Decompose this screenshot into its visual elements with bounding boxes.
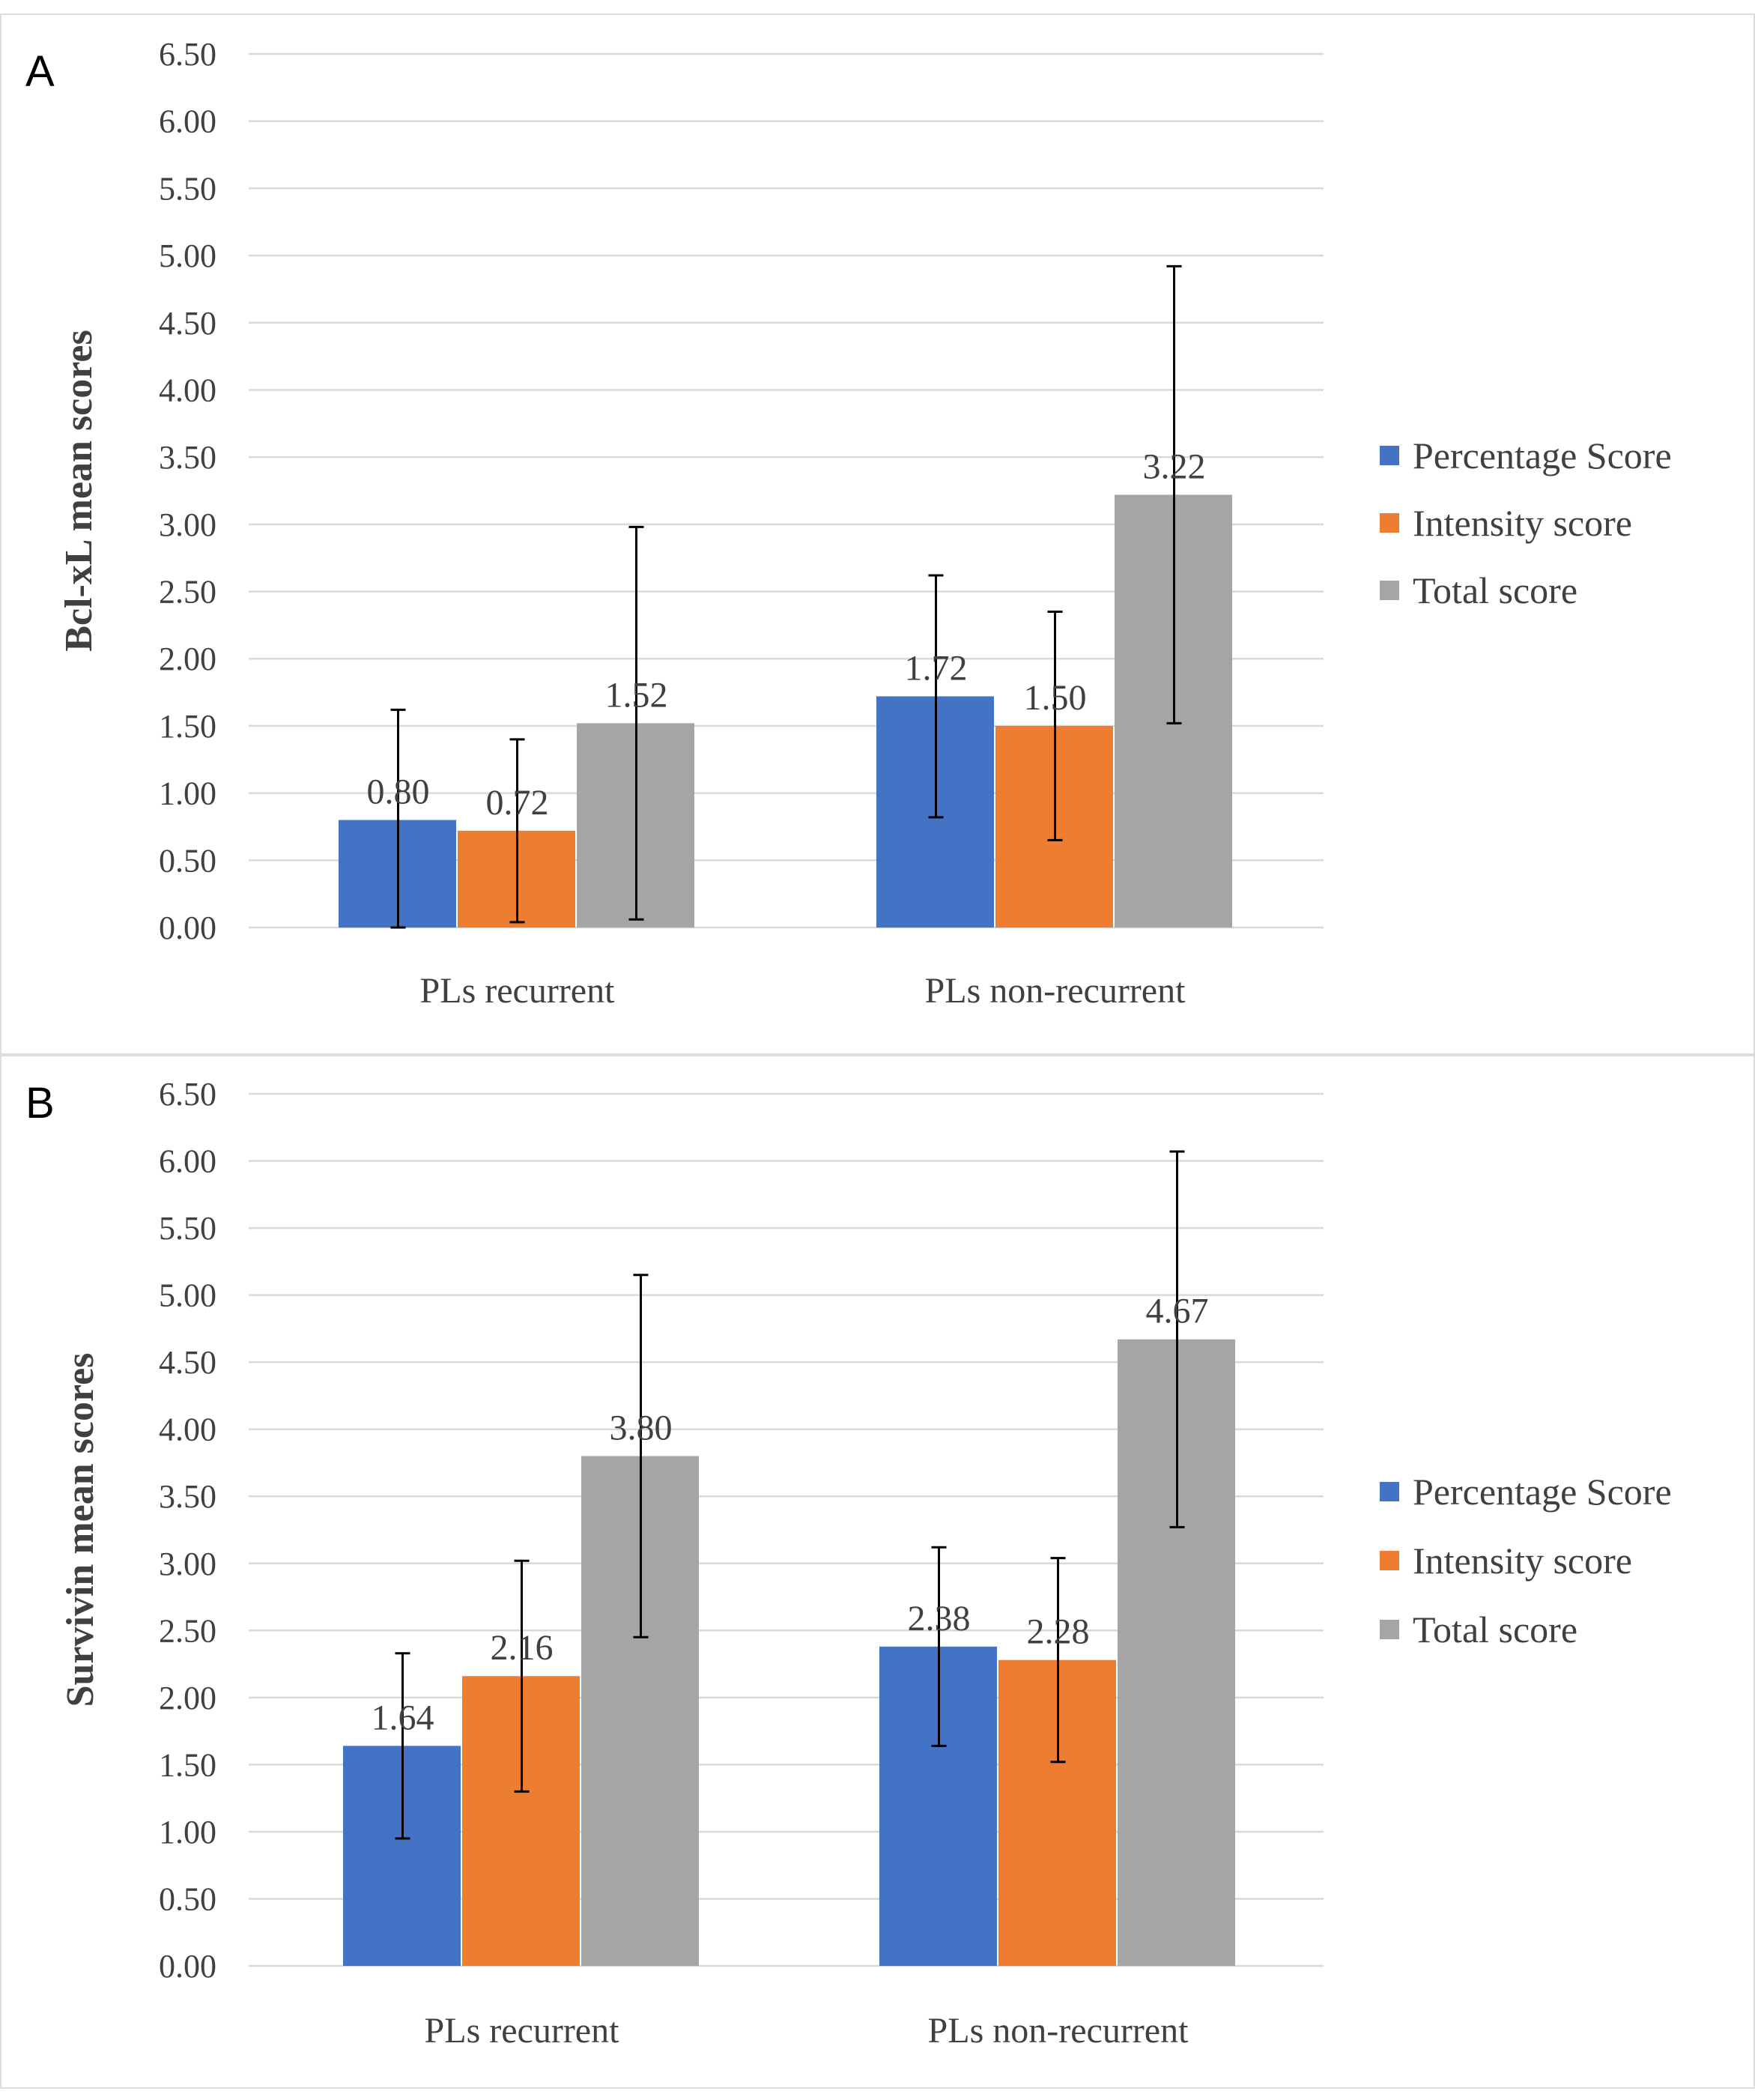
data-label: 0.72 (486, 783, 549, 823)
y-tick-label: 0.00 (159, 1948, 216, 1985)
y-tick-label: 6.50 (159, 1076, 216, 1113)
x-category-label: PLs recurrent (420, 971, 616, 1011)
y-tick-label: 0.50 (159, 1880, 216, 1917)
legend-label: Percentage Score (1413, 435, 1672, 476)
y-tick-label: 2.50 (159, 574, 216, 611)
data-label: 2.16 (491, 1628, 554, 1668)
data-label: 1.50 (1024, 678, 1087, 718)
y-tick-label: 4.50 (159, 1344, 216, 1381)
y-tick-label: 3.00 (159, 506, 216, 543)
y-tick-label: 2.00 (159, 1680, 216, 1716)
data-label: 1.52 (605, 675, 668, 715)
y-tick-label: 0.00 (159, 910, 216, 946)
legend-swatch (1380, 1620, 1399, 1639)
y-tick-label: 4.00 (159, 372, 216, 408)
legend-label: Intensity score (1413, 1540, 1632, 1582)
y-tick-label: 1.50 (159, 708, 216, 745)
panel-label: A (25, 47, 55, 96)
x-category-label: PLs non-recurrent (928, 2011, 1189, 2051)
y-tick-label: 1.00 (159, 775, 216, 812)
y-tick-label: 1.50 (159, 1746, 216, 1783)
chart-panel-b: B 0.00 0.50 1.00 1.50 2.00 2.50 3.00 3.50 4.00 4.5… (0, 1055, 1755, 2089)
panel-label: B (25, 1079, 55, 1128)
y-tick-label: 5.00 (159, 1277, 216, 1314)
y-tick-label: 5.50 (159, 1210, 216, 1247)
data-label: 2.38 (908, 1599, 971, 1638)
data-label: 1.64 (372, 1698, 434, 1737)
data-label: 1.72 (905, 648, 968, 688)
legend-label: Total score (1413, 1609, 1577, 1650)
y-tick-label: 2.00 (159, 641, 216, 677)
data-label: 3.22 (1143, 447, 1206, 486)
y-tick-label: 1.00 (159, 1814, 216, 1851)
y-tick-label: 6.00 (159, 1143, 216, 1180)
y-tick-label: 0.50 (159, 842, 216, 879)
chart-panel-a: A 0.00 0.50 1.00 1.50 2.00 2.50 3.00 3.50 4.00 4.5… (0, 13, 1755, 1055)
legend-label: Total score (1413, 569, 1577, 611)
legend-swatch (1380, 1482, 1399, 1501)
y-tick-label: 2.50 (159, 1612, 216, 1649)
legend-swatch (1380, 581, 1399, 600)
y-tick-label: 5.50 (159, 170, 216, 207)
legend-swatch (1380, 513, 1399, 533)
chart-b-svg: B 0.00 0.50 1.00 1.50 2.00 2.50 3.00 3.50 4.00 4.5… (25, 1076, 1672, 2051)
x-category-label: PLs recurrent (425, 2011, 620, 2051)
legend-swatch (1380, 1551, 1399, 1570)
y-tick-label: 3.50 (159, 439, 216, 476)
y-tick-label: 3.50 (159, 1478, 216, 1515)
y-axis-label: Survivin mean scores (59, 1353, 102, 1707)
y-tick-label: 3.00 (159, 1546, 216, 1582)
legend-label: Percentage Score (1413, 1471, 1672, 1513)
y-tick-label: 6.00 (159, 103, 216, 140)
data-label: 0.80 (367, 772, 430, 811)
legend-swatch (1380, 446, 1399, 465)
x-category-label: PLs non-recurrent (925, 971, 1186, 1011)
y-axis-label: Bcl-xL mean scores (58, 330, 100, 651)
legend-label: Intensity score (1413, 502, 1632, 544)
data-label: 4.67 (1146, 1292, 1209, 1331)
y-tick-label: 4.50 (159, 305, 216, 342)
y-tick-label: 6.50 (159, 36, 216, 73)
chart-a-svg: A 0.00 0.50 1.00 1.50 2.00 2.50 3.00 3.50 4.00 4.5… (25, 36, 1672, 1011)
y-tick-label: 4.00 (159, 1411, 216, 1448)
data-label: 2.28 (1027, 1612, 1090, 1652)
data-label: 3.80 (610, 1408, 673, 1448)
y-tick-label: 5.00 (159, 237, 216, 274)
